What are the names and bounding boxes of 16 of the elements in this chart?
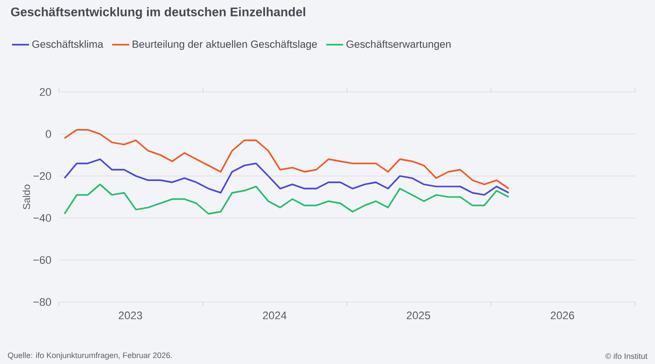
x-tick-label: 2026: [550, 312, 574, 320]
y-tick-label: 0: [46, 130, 52, 138]
chart-title: Geschäftsentwicklung im deutschen Einzelhandel: [11, 7, 306, 19]
x-tick-label: 2024: [262, 312, 286, 320]
legend-label: Geschäftsklima: [32, 40, 104, 48]
legend-label: Geschäftserwartungen: [346, 40, 451, 50]
line-series: [64, 184, 510, 215]
y-tick-label: −20: [33, 172, 52, 180]
y-axis-title: Saldo: [22, 184, 30, 210]
y-tick-label: −80: [33, 298, 52, 306]
y-tick-label: 20: [40, 88, 52, 96]
x-tick-label: 2025: [406, 312, 430, 320]
y-tick-label: −60: [33, 256, 52, 264]
legend-label: Beurteilung der aktuellen Geschäftslage: [132, 40, 317, 50]
x-tick-label: 2023: [118, 312, 142, 320]
y-tick-label: −40: [33, 214, 52, 222]
